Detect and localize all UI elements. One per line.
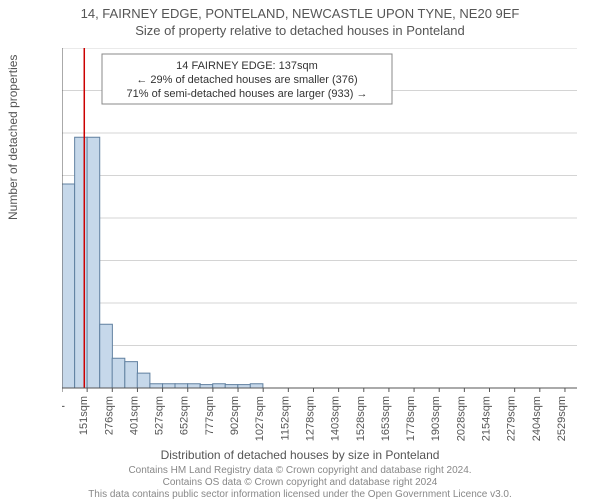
x-tick-label: 26sqm bbox=[62, 396, 65, 429]
histogram-bar bbox=[100, 324, 113, 388]
histogram-bar bbox=[175, 384, 188, 388]
footer-line-1: Contains HM Land Registry data © Crown c… bbox=[0, 465, 600, 477]
x-tick-label: 151sqm bbox=[78, 396, 90, 435]
x-tick-label: 2279sqm bbox=[506, 396, 518, 441]
chart-title-main: 14, FAIRNEY EDGE, PONTELAND, NEWCASTLE U… bbox=[0, 0, 600, 21]
x-tick-label: 2404sqm bbox=[531, 396, 543, 441]
histogram-bar bbox=[87, 137, 100, 388]
x-tick-label: 2028sqm bbox=[455, 396, 467, 441]
x-axis-label: Distribution of detached houses by size … bbox=[0, 448, 600, 462]
x-tick-label: 1653sqm bbox=[380, 396, 392, 441]
histogram-bar bbox=[125, 362, 138, 388]
x-tick-label: 1152sqm bbox=[279, 396, 291, 440]
x-tick-label: 1778sqm bbox=[405, 396, 417, 441]
histogram-bar bbox=[62, 184, 75, 388]
histogram-bar bbox=[112, 358, 125, 388]
histogram-chart: 010020030040050060070080026sqm151sqm276s… bbox=[62, 48, 577, 450]
x-tick-label: 1903sqm bbox=[430, 396, 442, 441]
histogram-bar bbox=[225, 385, 238, 388]
chart-footer: Contains HM Land Registry data © Crown c… bbox=[0, 465, 600, 501]
x-tick-label: 652sqm bbox=[179, 396, 191, 435]
x-tick-label: 777sqm bbox=[204, 396, 216, 435]
annotation-text: 14 FAIRNEY EDGE: 137sqm bbox=[176, 60, 318, 72]
annotation-text: ← 29% of detached houses are smaller (37… bbox=[136, 74, 357, 86]
histogram-bar bbox=[137, 373, 150, 388]
histogram-bar bbox=[75, 137, 88, 388]
histogram-bar bbox=[150, 384, 163, 388]
histogram-bar bbox=[200, 385, 213, 388]
x-tick-label: 1027sqm bbox=[254, 396, 266, 441]
histogram-bar bbox=[213, 384, 226, 388]
footer-line-2: Contains OS data © Crown copyright and d… bbox=[0, 477, 600, 489]
x-tick-label: 401sqm bbox=[128, 396, 140, 435]
histogram-bar bbox=[238, 385, 251, 388]
x-tick-label: 1278sqm bbox=[304, 396, 316, 441]
x-tick-label: 1403sqm bbox=[330, 396, 342, 441]
x-tick-label: 2529sqm bbox=[556, 396, 568, 441]
histogram-bar bbox=[163, 384, 176, 388]
x-tick-label: 527sqm bbox=[154, 396, 166, 435]
x-tick-label: 276sqm bbox=[103, 396, 115, 435]
x-tick-label: 2154sqm bbox=[481, 396, 493, 441]
footer-line-3: This data contains public sector informa… bbox=[0, 489, 600, 501]
annotation-text: 71% of semi-detached houses are larger (… bbox=[127, 88, 368, 100]
chart-title-sub: Size of property relative to detached ho… bbox=[0, 21, 600, 38]
x-tick-label: 902sqm bbox=[229, 396, 241, 435]
x-tick-label: 1528sqm bbox=[355, 396, 367, 441]
y-axis-label: Number of detached properties bbox=[6, 55, 20, 220]
histogram-bar bbox=[188, 384, 201, 388]
histogram-bar bbox=[250, 384, 263, 388]
